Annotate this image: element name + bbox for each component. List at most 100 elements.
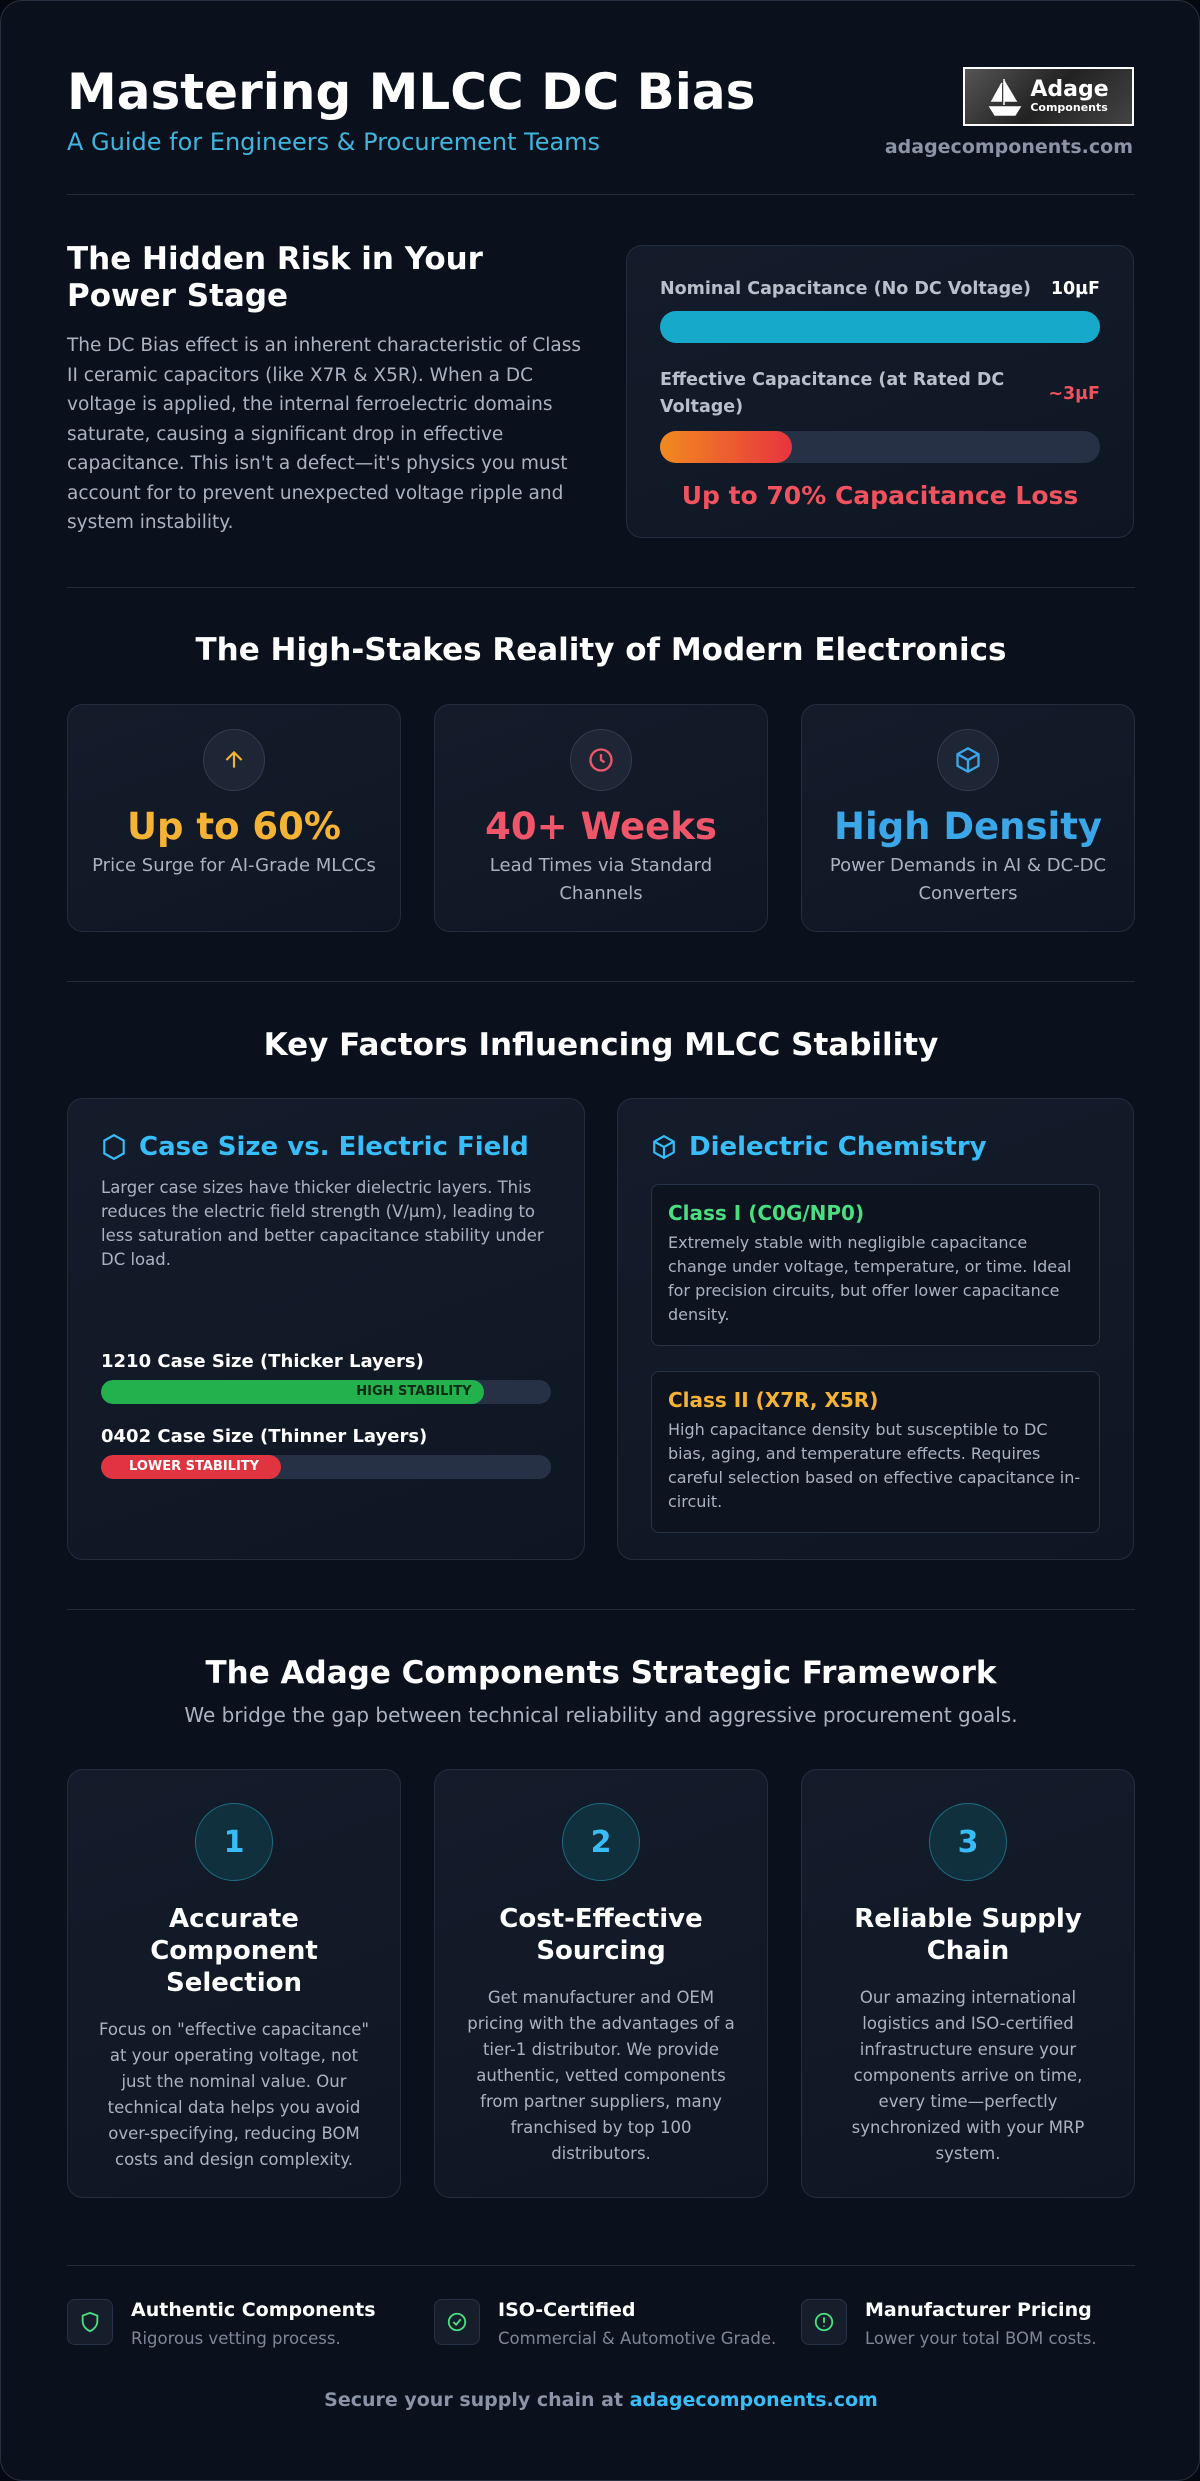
feature-title: ISO-Certified — [498, 2299, 636, 2321]
logo: Adage Components — [963, 67, 1134, 126]
stat-card: High Density Power Demands in AI & DC-DC… — [801, 704, 1135, 932]
logo-sub: Components — [1030, 101, 1108, 114]
url: adagecomponents.com — [884, 136, 1133, 158]
icon — [570, 729, 632, 791]
step-number: 1 — [195, 1803, 273, 1881]
stat-card: Up to 60% Price Surge for AI-Grade MLCCs — [67, 704, 401, 932]
dielectric-card: Dielectric Chemistry Class I (C0G/NP0) Ex… — [617, 1098, 1134, 1560]
stat-label: Lead Times via Standard Channels — [489, 855, 713, 904]
clock-icon — [589, 748, 613, 772]
dielectric-title-row: Dielectric Chemistry — [651, 1132, 1100, 1162]
framework-subtitle: We bridge the gap between technical reli… — [184, 1703, 1018, 1727]
effective-value: ~3µF — [1048, 383, 1100, 404]
step-card: 1 Accurate Component Selection Focus on "e… — [67, 1769, 401, 2198]
step-title: Cost-Effective Sourcing — [499, 1904, 703, 1966]
stat-value: High Density — [833, 805, 1102, 848]
step-number: 3 — [929, 1803, 1007, 1881]
case-card: Case Size vs. Electric Field Larger case… — [67, 1098, 585, 1560]
case-body: Larger case sizes have thicker dielectri… — [101, 1178, 544, 1269]
effective-row: Effective Capacitance (at Rated DC Volta… — [660, 367, 1100, 421]
cube-icon — [653, 1134, 675, 1160]
stability-bars: 1210 Case Size (Thicker Layers) HIGH STA… — [101, 1351, 551, 1479]
nominal-bar — [660, 311, 1100, 343]
dielectric-title: Dielectric Chemistry — [689, 1132, 987, 1162]
feature-text: Authentic Components Rigorous vetting pro… — [131, 2299, 376, 2348]
step-card: 3 Reliable Supply Chain Our amazing intern… — [801, 1769, 1135, 2198]
feature-text: Manufacturer Pricing Lower your total BOM… — [865, 2299, 1097, 2348]
title: Mastering MLCC DC Bias — [67, 63, 756, 121]
risk-heading: The Hidden Risk in Your Power Stage — [67, 241, 483, 314]
stat-label: Price Surge for AI-Grade MLCCs — [92, 855, 376, 876]
bar-track: LOWER STABILITY — [101, 1455, 551, 1479]
hex-icon — [103, 1133, 125, 1161]
step-title: Accurate Component Selection — [150, 1904, 318, 1998]
class-name: Class I (C0G/NP0) — [668, 1201, 865, 1225]
feature-title: Authentic Components — [131, 2299, 376, 2321]
alert-icon — [814, 2312, 834, 2332]
step-number: 2 — [562, 1803, 640, 1881]
class-box: Class II (X7R, X5R) High capacitance dens… — [651, 1371, 1100, 1533]
feature-body: Commercial & Automotive Grade. — [498, 2329, 777, 2348]
divider — [67, 587, 1135, 588]
shield-icon — [81, 2311, 99, 2333]
nominal-label: Nominal Capacitance (No DC Voltage) — [660, 279, 1031, 299]
step-body: Focus on "effective capacitance" at your… — [99, 2020, 369, 2169]
check-icon — [447, 2312, 467, 2332]
nominal-row: Nominal Capacitance (No DC Voltage) 10µF — [660, 279, 1100, 299]
case-title-row: Case Size vs. Electric Field — [101, 1132, 551, 1162]
cube-icon — [956, 746, 980, 774]
feature-icon — [67, 2299, 113, 2345]
stat-value: 40+ Weeks — [485, 805, 717, 848]
divider — [67, 1609, 1135, 1610]
stakes-heading: The High-Stakes Reality of Modern Electr… — [195, 632, 1007, 668]
class-box: Class I (C0G/NP0) Extremely stable with n… — [651, 1184, 1100, 1346]
feature-body: Lower your total BOM costs. — [865, 2329, 1097, 2348]
icon — [937, 729, 999, 791]
divider — [67, 194, 1135, 195]
class-name: Class II (X7R, X5R) — [668, 1388, 879, 1412]
feature-icon — [801, 2299, 847, 2345]
capacitance-card: Nominal Capacitance (No DC Voltage) 10µF … — [626, 245, 1134, 538]
bar-label: 1210 Case Size (Thicker Layers) — [101, 1351, 424, 1372]
feature: ISO-Certified Commercial & Automotive Gra… — [434, 2299, 776, 2348]
stat-value: Up to 60% — [127, 805, 341, 848]
subtitle: A Guide for Engineers & Procurement Team… — [67, 128, 601, 156]
footer-text: Secure your supply chain at — [324, 2389, 624, 2411]
feature: Authentic Components Rigorous vetting pro… — [67, 2299, 376, 2348]
bar-track: HIGH STABILITY — [101, 1380, 551, 1404]
case-title: Case Size vs. Electric Field — [139, 1132, 529, 1162]
step-card: 2 Cost-Effective Sourcing Get manufacturer… — [434, 1769, 768, 2198]
factors-heading: Key Factors Influencing MLCC Stability — [263, 1027, 939, 1063]
logo-ship — [988, 78, 1022, 116]
effective-track — [660, 431, 1100, 463]
stat-card: 40+ Weeks Lead Times via Standard Channe… — [434, 704, 768, 932]
risk-body: The DC Bias effect is an inherent charac… — [67, 335, 582, 533]
footer: Secure your supply chain at adagecompone… — [1, 2389, 1200, 2411]
divider — [67, 981, 1135, 982]
feature: Manufacturer Pricing Lower your total BOM… — [801, 2299, 1097, 2348]
logo-text: Adage Components — [1030, 77, 1109, 115]
footer-link[interactable]: adagecomponents.com — [629, 2389, 878, 2411]
icon — [203, 729, 265, 791]
arrow-icon — [225, 750, 243, 768]
step-body: Our amazing international logistics and … — [851, 1988, 1085, 2163]
framework-heading: The Adage Components Strategic Framework — [205, 1655, 997, 1691]
bar-badge: LOWER STABILITY — [101, 1455, 281, 1479]
loss: Up to 70% Capacitance Loss — [681, 481, 1079, 510]
logo-name: Adage — [1030, 77, 1109, 102]
bar-badge: HIGH STABILITY — [101, 1380, 484, 1404]
stat-label: Power Demands in AI & DC-DC Converters — [829, 855, 1107, 904]
nominal-value: 10µF — [1050, 279, 1100, 299]
feature-text: ISO-Certified Commercial & Automotive Gra… — [498, 2299, 776, 2348]
effective-label: Effective Capacitance (at Rated DC Volta… — [660, 370, 1005, 417]
effective-bar — [660, 431, 792, 463]
feature-icon — [434, 2299, 480, 2345]
bar-label: 0402 Case Size (Thinner Layers) — [101, 1426, 428, 1447]
step-title: Reliable Supply Chain — [854, 1904, 1082, 1966]
step-body: Get manufacturer and OEM pricing with th… — [467, 1988, 735, 2163]
feature-body: Rigorous vetting process. — [131, 2329, 341, 2348]
class-body: Extremely stable with negligible capacit… — [668, 1233, 1072, 1324]
divider — [67, 2265, 1135, 2266]
